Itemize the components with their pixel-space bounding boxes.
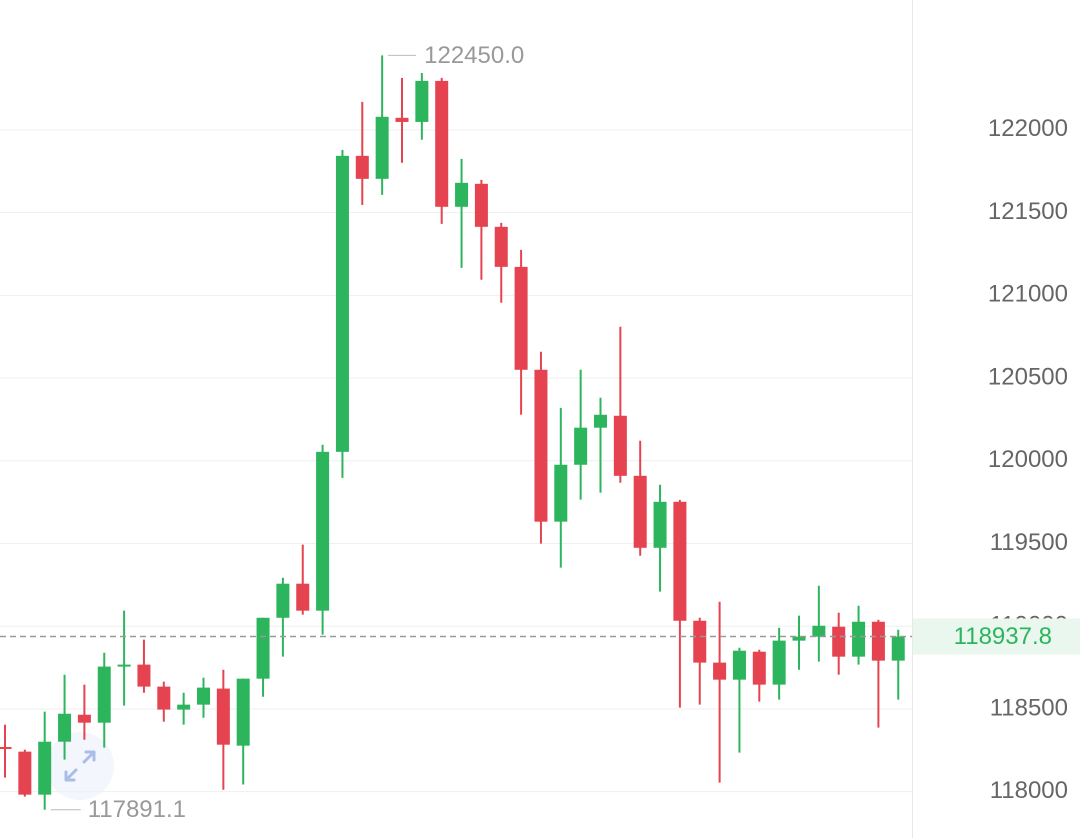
- candle-body: [335, 155, 349, 452]
- y-tick-label: 120000: [988, 446, 1068, 473]
- expand-button[interactable]: [46, 732, 114, 800]
- candle-body: [693, 620, 707, 663]
- candle-body: [871, 621, 885, 661]
- candle-body: [891, 636, 905, 661]
- candle-body: [276, 583, 290, 618]
- max-label: 122450.0: [424, 42, 524, 69]
- y-tick-label: 121000: [988, 281, 1068, 308]
- candle-body: [177, 704, 191, 710]
- last-price-tag: [913, 618, 1080, 655]
- candle-body: [18, 751, 32, 795]
- candle-body: [97, 666, 111, 723]
- candles: [0, 55, 905, 810]
- candle-body: [792, 636, 806, 641]
- candle-body: [256, 617, 270, 679]
- candle-body: [157, 686, 171, 710]
- candle-body: [594, 414, 607, 428]
- y-tick-label: 119500: [990, 529, 1068, 556]
- candle-body: [653, 501, 667, 548]
- candle-body: [296, 583, 310, 611]
- y-tick-label: 118500: [990, 694, 1068, 721]
- candle-body: [415, 80, 429, 122]
- candle-body: [216, 688, 230, 745]
- candle-body: [77, 714, 91, 723]
- candle-body: [554, 464, 568, 522]
- candle-body: [395, 117, 409, 122]
- candle-body: [772, 640, 786, 685]
- candle-body: [435, 80, 449, 207]
- candle-body: [633, 475, 647, 548]
- candle-body: [355, 155, 369, 179]
- expand-icon[interactable]: [64, 750, 96, 782]
- candle-body: [137, 664, 151, 687]
- y-tick-label: 120500: [988, 363, 1068, 390]
- candle-body: [514, 266, 528, 370]
- y-tick-label: 118000: [990, 777, 1068, 804]
- candle-body: [574, 427, 588, 465]
- y-tick-label: 122000: [988, 115, 1068, 142]
- candle-body: [0, 747, 12, 750]
- candle-body: [673, 501, 687, 621]
- candle-body: [197, 687, 210, 705]
- grid: [0, 129, 912, 793]
- candle-body: [713, 662, 727, 680]
- candle-body: [375, 116, 389, 179]
- candle-body: [474, 183, 488, 227]
- candle-body: [852, 621, 866, 657]
- candle-body: [613, 415, 627, 476]
- expand-button-bg[interactable]: [46, 732, 114, 800]
- candle-body: [812, 625, 826, 637]
- y-tick-label: 121500: [988, 198, 1068, 225]
- candle-body: [732, 650, 746, 680]
- last-price-label: 118937.8: [954, 623, 1052, 650]
- candle-body: [316, 451, 330, 611]
- candle-body: [38, 741, 52, 795]
- candle-body: [494, 226, 508, 267]
- candle-body: [534, 369, 548, 522]
- min-label: 117891.1: [88, 796, 186, 823]
- candle-body: [832, 626, 846, 657]
- candle-body: [117, 664, 131, 667]
- candle-body: [455, 182, 469, 207]
- candle-body: [58, 713, 72, 742]
- candle-body: [236, 678, 250, 746]
- candle-body: [752, 651, 766, 685]
